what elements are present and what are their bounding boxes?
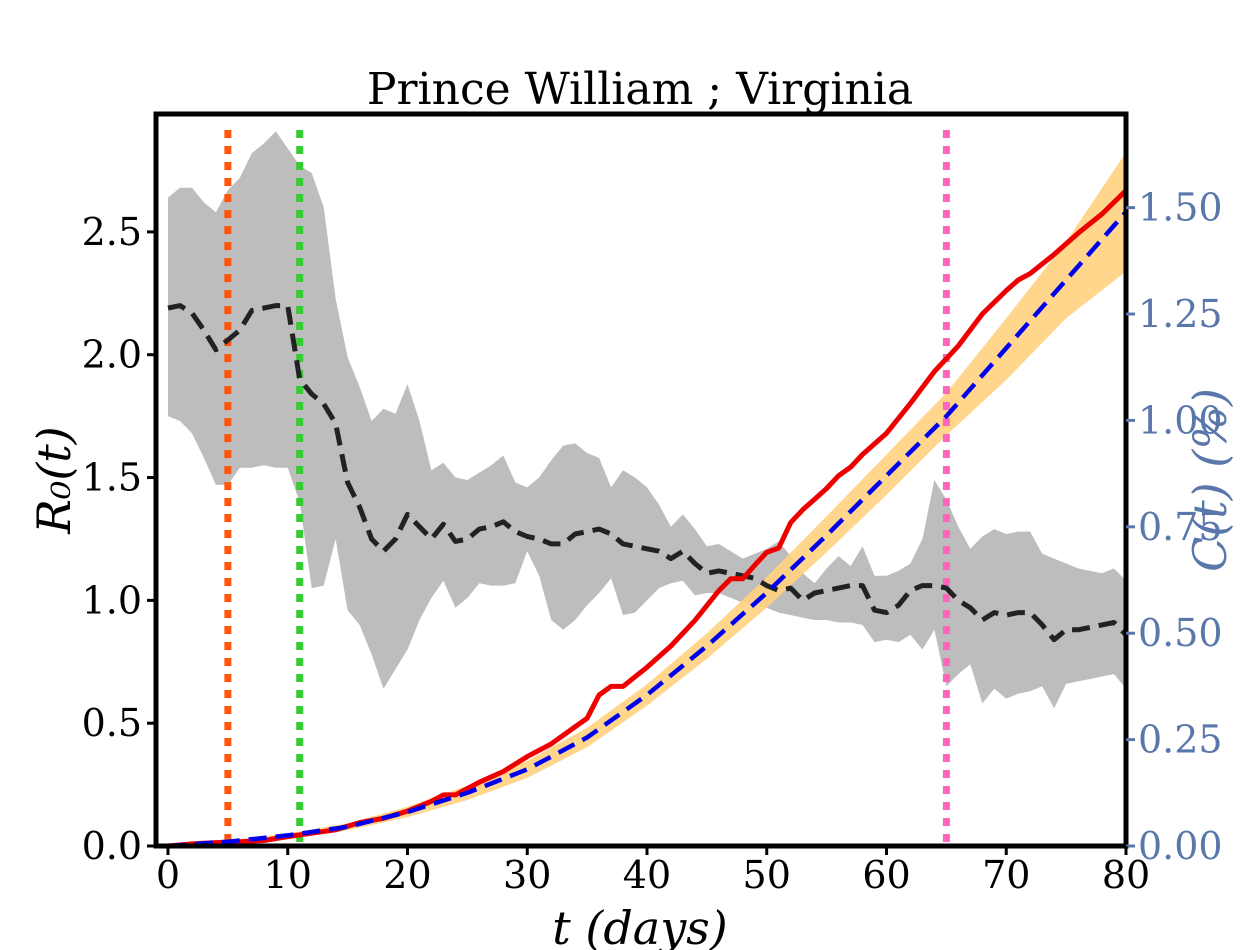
right-axis: 0.00 0.25 0.50 0.75 1.00 1.25 1.50	[1126, 186, 1223, 868]
chart-title: Prince William ; Virginia	[367, 64, 913, 115]
left-tick-label: 0.0	[82, 824, 142, 868]
x-tick-label: 20	[383, 853, 431, 897]
right-tick-label: 0.00	[1138, 824, 1223, 868]
y-axis-label-right: C(t) (%)	[1183, 388, 1237, 572]
left-axis: 0.0 0.5 1.0 1.5 2.0 2.5	[82, 210, 156, 868]
plot-frame	[153, 111, 1129, 849]
left-tick-label: 1.5	[82, 456, 142, 500]
x-tick-label: 70	[982, 853, 1030, 897]
x-tick-label: 50	[743, 853, 791, 897]
x-axis: 0 10 20 30 40 50 60 70 80	[156, 846, 1150, 897]
x-tick-label: 40	[623, 853, 671, 897]
right-tick-label: 0.75	[1138, 505, 1223, 549]
right-tick-label: 0.25	[1138, 718, 1223, 762]
r0-confidence-band	[168, 131, 1126, 709]
plot-area	[167, 130, 1128, 849]
x-tick-label: 10	[264, 853, 312, 897]
c-model-line	[167, 210, 1128, 849]
left-tick-label: 2.0	[82, 333, 142, 377]
y-axis-label-left: R₀(t)	[27, 426, 81, 534]
x-tick-label: 80	[1102, 853, 1150, 897]
r0-line	[167, 303, 1128, 643]
x-tick-label: 30	[503, 853, 551, 897]
left-tick-label: 1.0	[82, 578, 142, 622]
left-tick-label: 0.5	[82, 701, 142, 745]
right-tick-label: 1.50	[1138, 186, 1223, 230]
left-tick-label: 2.5	[82, 210, 142, 254]
x-tick-label: 60	[862, 853, 910, 897]
x-axis-label: t (days)	[552, 901, 727, 950]
right-tick-label: 1.00	[1138, 398, 1223, 442]
right-tick-label: 0.50	[1138, 611, 1223, 655]
x-tick-label: 0	[156, 853, 180, 897]
right-tick-label: 1.25	[1138, 292, 1223, 336]
